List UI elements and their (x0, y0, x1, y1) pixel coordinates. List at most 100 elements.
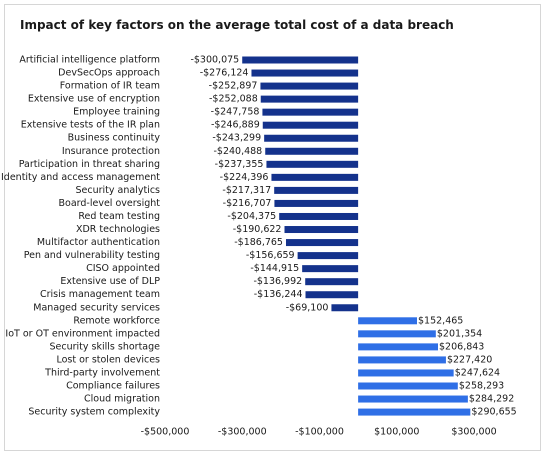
category-label: Security analytics (76, 185, 161, 196)
category-label: Formation of IR team (60, 81, 160, 92)
value-label-bg (435, 327, 485, 340)
bar (274, 199, 359, 207)
bar (251, 69, 359, 77)
value-label: $258,293 (459, 381, 504, 392)
value-label: -$276,124 (200, 68, 249, 79)
x-tick-label: -$300,000 (218, 427, 267, 438)
bar (260, 95, 359, 103)
category-label: Extensive tests of the IR plan (21, 120, 160, 131)
category-label: Artificial intelligence platform (19, 55, 160, 66)
value-label: -$156,659 (246, 250, 295, 261)
category-label: Pen and vulnerability testing (24, 250, 160, 261)
bar (305, 278, 359, 286)
value-label-bg (445, 353, 495, 366)
bar (266, 160, 359, 168)
value-label: $247,624 (455, 367, 500, 378)
category-label: Multifactor authentication (37, 237, 160, 248)
value-label: -$246,889 (211, 120, 260, 131)
category-label: Third-party involvement (44, 367, 160, 378)
bar (260, 82, 359, 90)
x-tick-label: -$500,000 (141, 427, 190, 438)
value-label-bg (470, 406, 519, 419)
value-label: -$243,299 (212, 133, 261, 144)
category-label: CISO appointed (86, 263, 160, 274)
category-label: Crisis management team (40, 289, 160, 300)
category-label: Extensive use of encryption (28, 94, 160, 105)
bar (265, 147, 359, 155)
category-label: XDR technologies (76, 224, 160, 235)
value-label: $227,420 (447, 354, 492, 365)
value-label-bg (467, 393, 517, 406)
bar (358, 356, 446, 364)
value-label-bg (417, 314, 466, 327)
category-label: Insurance protection (62, 146, 160, 157)
category-label: Compliance failures (66, 381, 160, 392)
category-label: Managed security services (33, 302, 160, 313)
x-tick-label: -$100,000 (295, 427, 344, 438)
value-label: $284,292 (469, 394, 514, 405)
value-label: -$240,488 (213, 146, 262, 157)
bar (358, 343, 439, 351)
bar (358, 408, 471, 416)
value-label: -$136,244 (254, 289, 303, 300)
value-label-bg (457, 380, 507, 392)
category-label: Lost or stolen devices (56, 354, 160, 365)
category-label: Identity and access management (1, 172, 160, 183)
bar (271, 173, 359, 181)
bar (264, 134, 359, 142)
value-label: -$224,396 (220, 172, 269, 183)
value-label: -$247,758 (211, 107, 260, 118)
value-label: -$204,375 (227, 211, 276, 222)
bar (302, 265, 359, 273)
value-label: -$190,622 (233, 224, 282, 235)
bar (305, 291, 359, 299)
category-label: Employee training (73, 107, 160, 118)
bar (358, 369, 454, 377)
category-label: Business continuity (68, 133, 161, 144)
x-tick-label: $100,000 (374, 427, 419, 438)
bar (331, 304, 359, 312)
category-label: Cloud migration (84, 394, 160, 405)
value-label: -$217,317 (222, 185, 271, 196)
bar (285, 239, 359, 247)
value-label: -$69,100 (286, 302, 329, 313)
bar (262, 108, 359, 116)
bar (358, 382, 458, 390)
bar (284, 226, 359, 234)
value-label: -$136,992 (253, 276, 302, 287)
value-label-bg (453, 366, 503, 379)
value-label: -$144,915 (250, 263, 299, 274)
value-label: $290,655 (471, 407, 516, 418)
category-label: Remote workforce (73, 315, 160, 326)
category-label: Extensive use of DLP (60, 276, 160, 287)
bar (242, 56, 359, 64)
category-label: Participation in threat sharing (19, 159, 160, 170)
category-label: Red team testing (78, 211, 160, 222)
value-label: -$237,355 (215, 159, 264, 170)
category-label: DevSecOps approach (58, 68, 160, 79)
value-label-bg (438, 340, 487, 353)
bar (274, 186, 359, 194)
bar (279, 212, 359, 220)
value-label: -$252,897 (209, 81, 258, 92)
category-label: IoT or OT environment impacted (5, 328, 160, 339)
bar (262, 121, 359, 129)
value-label: -$216,707 (223, 198, 272, 209)
bar (358, 395, 468, 403)
value-label: $206,843 (439, 341, 484, 352)
category-label: Security system complexity (28, 407, 160, 418)
category-label: Board-level oversight (58, 198, 160, 209)
bar (358, 330, 436, 338)
x-tick-label: $300,000 (451, 427, 496, 438)
chart-title: Impact of key factors on the average tot… (20, 18, 454, 32)
value-label: -$186,765 (234, 237, 283, 248)
bar (297, 252, 359, 260)
value-label: $152,465 (418, 315, 463, 326)
value-label: -$300,075 (190, 55, 239, 66)
category-label: Security skills shortage (50, 341, 161, 352)
value-label: -$252,088 (209, 94, 258, 105)
value-label: $201,354 (437, 328, 482, 339)
bar (358, 317, 418, 325)
